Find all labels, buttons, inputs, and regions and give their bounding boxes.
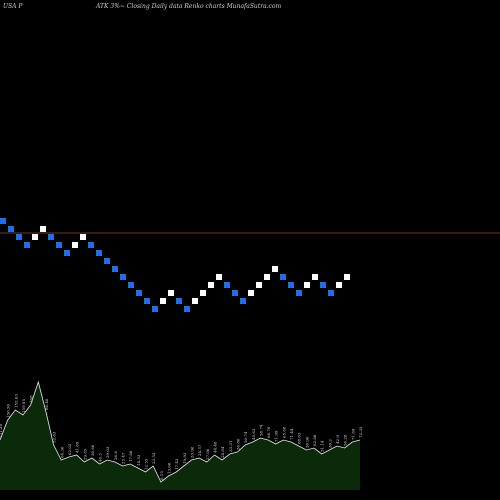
renko-brick <box>128 282 134 288</box>
volume-value-label: 30.66 <box>90 444 95 456</box>
renko-brick <box>280 274 286 280</box>
renko-bricks <box>0 218 350 312</box>
renko-brick <box>16 234 22 240</box>
volume-value-label: 23.52 <box>151 452 156 464</box>
volume-value-label: 45.63 <box>251 428 256 440</box>
volume-value-label: 33.31 <box>228 441 233 452</box>
renko-brick <box>328 290 334 296</box>
volume-value-label: 50.96 <box>304 436 309 448</box>
volume-value-label: 25.47 <box>121 452 126 464</box>
renko-brick <box>112 266 118 272</box>
renko-brick <box>272 266 278 272</box>
renko-brick <box>0 218 6 224</box>
renko-brick <box>312 274 318 280</box>
volume-value-label: 151.38 <box>0 424 3 438</box>
renko-brick <box>176 298 182 304</box>
renko-brick <box>224 282 230 288</box>
volume-value-label: 40.3 <box>98 453 103 462</box>
volume-value-label: 152.63 <box>13 394 18 408</box>
volume-value-label: 19.93 <box>182 452 187 464</box>
volume-value-label: 36.2 <box>327 439 332 448</box>
volume-value-label: 44.48 <box>212 441 217 453</box>
renko-brick <box>240 298 246 304</box>
renko-brick <box>168 290 174 296</box>
renko-brick <box>336 282 342 288</box>
renko-brick <box>152 306 158 312</box>
renko-brick <box>232 290 238 296</box>
volume-value-label: 51.14 <box>320 440 325 452</box>
volume-value-label: 8.15 <box>159 471 164 480</box>
volume-value-label: 68.63 <box>297 432 302 444</box>
renko-brick <box>104 258 110 264</box>
renko-brick <box>192 298 198 304</box>
volume-value-label: 17.43 <box>174 458 179 470</box>
renko-brick <box>144 298 150 304</box>
renko-brick <box>304 282 310 288</box>
volume-value-label: 27.06 <box>205 448 210 460</box>
renko-brick <box>32 234 38 240</box>
renko-brick <box>96 250 102 256</box>
volume-value-label: 17.86 <box>128 450 133 462</box>
renko-brick <box>56 242 62 248</box>
volume-value-label: 50.74 <box>243 431 248 443</box>
renko-brick <box>200 290 206 296</box>
volume-value-label: 71.99 <box>274 430 279 442</box>
renko-brick <box>184 306 190 312</box>
volume-value-label: 72.35 <box>358 426 363 438</box>
volume-value-label: 62.88 <box>312 434 317 446</box>
renko-brick <box>216 274 222 280</box>
renko-brick <box>120 274 126 280</box>
volume-value-label: 36.86 <box>235 438 240 450</box>
renko-brick <box>136 290 142 296</box>
volume-value-label: 58.74 <box>258 424 263 436</box>
renko-brick <box>264 274 270 280</box>
volume-value-label: 33.96 <box>189 446 194 458</box>
renko-brick <box>48 234 54 240</box>
volume-area <box>0 382 360 490</box>
renko-brick <box>208 282 214 288</box>
renko-brick <box>256 282 262 288</box>
volume-value-label: 42.9 <box>335 435 340 444</box>
chart-symbol: USA P <box>3 3 23 10</box>
volume-value-label: 24.57 <box>197 444 202 456</box>
renko-brick <box>288 282 294 288</box>
renko-brick <box>64 250 70 256</box>
volume-value-label: 64.36 <box>59 446 64 458</box>
volume-value-label: 26.8 <box>113 451 118 460</box>
volume-value-label: 156.56 <box>6 404 11 418</box>
volume-line <box>0 380 361 483</box>
volume-value-label: 56.28 <box>343 434 348 446</box>
renko-brick <box>160 298 166 304</box>
volume-value-label: 71.44 <box>289 428 294 440</box>
volume-value-label: 29.03 <box>105 446 110 458</box>
volume-value-label: 29.85 <box>82 448 87 460</box>
renko-brick <box>24 242 30 248</box>
volume-value-label: 62.02 <box>67 443 72 455</box>
renko-brick <box>80 234 86 240</box>
volume-value-label: 66.48 <box>44 398 49 410</box>
volume-value-label: 14.53 <box>136 454 141 466</box>
volume-value-label: 52.63 <box>52 431 57 443</box>
volume-value-label: 159.95 <box>21 399 26 413</box>
chart-caption: ATK 3%~ Closing Daily data Renko charts … <box>96 3 282 10</box>
volume-value-label: 12.55 <box>144 458 149 470</box>
renko-brick <box>320 282 326 288</box>
volume-value-label: 24.64 <box>220 446 225 458</box>
renko-brick <box>344 274 350 280</box>
renko-brick <box>72 242 78 248</box>
volume-value-label: 168 <box>29 395 34 403</box>
renko-brick <box>88 242 94 248</box>
renko-brick <box>8 226 14 232</box>
renko-brick <box>40 226 46 232</box>
renko-brick <box>248 290 254 296</box>
volume-value-label: 71.69 <box>350 428 355 440</box>
volume-value-label: 41.69 <box>75 441 80 453</box>
volume-value-label: 66.76 <box>266 426 271 438</box>
volume-value-label: 13.06 <box>167 462 172 474</box>
renko-brick <box>296 290 302 296</box>
volume-value-label: 65.68 <box>281 426 286 438</box>
